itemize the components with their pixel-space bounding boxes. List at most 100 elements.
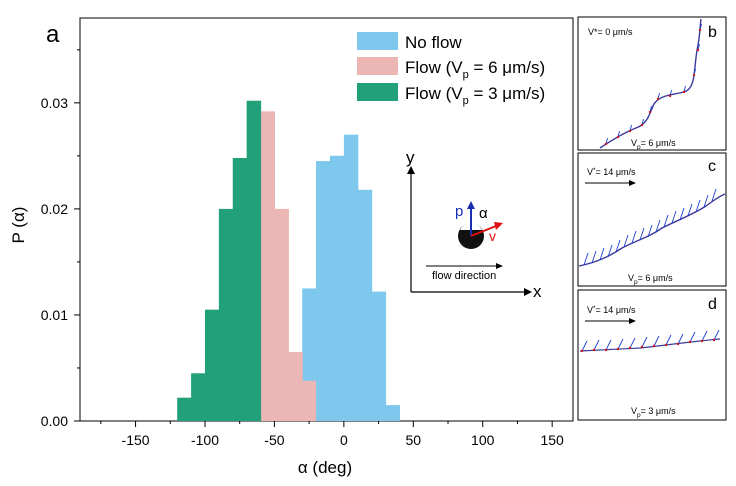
- orientation-mark: [671, 210, 677, 224]
- position-point: [640, 345, 644, 349]
- bar-flow-3: [218, 208, 234, 421]
- panel-d: d V*= 14 μm/s Vp= 3 μm/s: [577, 289, 727, 421]
- panel-c-orientation-marks: [583, 188, 717, 266]
- x-tick-label: 0: [340, 432, 348, 448]
- position-point: [640, 123, 644, 127]
- position-point: [676, 342, 680, 346]
- orientation-mark: [607, 244, 613, 258]
- x-tick-label: 100: [471, 432, 495, 448]
- panel-b-top-text: V*= 0 μm/s: [588, 27, 633, 37]
- y-tick-label: 0.00: [41, 413, 68, 429]
- v-label: v: [489, 228, 496, 244]
- panel-b-trajectory: [599, 18, 702, 149]
- bar-flow-3: [191, 373, 206, 421]
- orientation-mark: [593, 339, 600, 351]
- bar-no-flow: [357, 189, 373, 421]
- bar-flow-6: [260, 111, 276, 421]
- legend-swatch-flow-6: [357, 57, 398, 75]
- bar-no-flow: [329, 155, 345, 422]
- position-point: [688, 340, 692, 344]
- position-point: [700, 339, 704, 343]
- bar-no-flow: [343, 134, 359, 421]
- legend-label-flow-3: Flow (Vp = 3 μm/s): [405, 84, 545, 107]
- panel-d-frame: [577, 289, 727, 421]
- legend-swatch-no-flow: [357, 32, 398, 50]
- bar-flow-3: [204, 309, 220, 421]
- legend: No flow Flow (Vp = 6 μm/s) Flow (Vp = 3 …: [357, 32, 545, 107]
- coordinate-inset: y x flow direction p α v: [406, 148, 542, 301]
- inset-y-label: y: [406, 148, 415, 167]
- panel-b-frame: [577, 16, 727, 151]
- position-point: [648, 110, 652, 114]
- orientation-mark: [711, 188, 717, 202]
- bar-no-flow: [316, 161, 331, 421]
- x-axis-ticks: -150 -100 -50 0 50 100 150: [100, 421, 564, 448]
- inset-y-arrowhead: [407, 166, 415, 174]
- position-point: [628, 346, 632, 350]
- panel-d-top-text: V*= 14 μm/s: [587, 305, 636, 315]
- y-tick-label: 0.03: [41, 95, 68, 111]
- bar-flow-3: [177, 397, 192, 421]
- y-axis-label: P (α): [9, 207, 28, 244]
- bar-flow-3: [232, 157, 248, 421]
- panel-c-flow-arrowhead: [629, 180, 636, 186]
- p-arrowhead: [467, 201, 475, 209]
- y-axis-ticks: 0.00 0.01 0.02 0.03: [41, 49, 80, 429]
- orientation-mark: [583, 252, 589, 266]
- orientation-mark: [647, 224, 653, 238]
- orientation-mark: [689, 331, 696, 343]
- inset-x-label: x: [533, 282, 542, 301]
- panel-c-top-text: V*= 14 μm/s: [587, 167, 636, 177]
- position-point: [664, 343, 668, 347]
- position-point: [656, 97, 660, 101]
- orientation-mark: [605, 339, 612, 351]
- position-point: [692, 73, 696, 77]
- bar-flow-6: [274, 208, 289, 421]
- panel-d-orientation-marks: [580, 329, 720, 353]
- panel-b: b V*= 0 μm/s Vp= 6 μm/s: [577, 16, 727, 151]
- panel-d-flow-arrowhead: [629, 318, 636, 324]
- orientation-mark: [641, 336, 648, 348]
- panel-b-bottom-text: Vp= 6 μm/s: [631, 138, 676, 151]
- orientation-mark: [663, 214, 669, 228]
- panel-d-bottom-text: Vp= 3 μm/s: [631, 406, 676, 419]
- panel-c: c V*= 14 μm/s Vp= 6 μm/s: [577, 152, 727, 287]
- orientation-mark: [639, 227, 645, 241]
- histogram-bars: [177, 100, 401, 422]
- y-tick-label: 0.02: [41, 201, 68, 217]
- position-point: [682, 90, 686, 94]
- panel-d-trajectory: [579, 338, 721, 352]
- flow-direction-arrowhead: [496, 263, 503, 269]
- panel-c-frame: [577, 152, 727, 287]
- position-point: [604, 142, 608, 146]
- orientation-mark: [679, 207, 685, 221]
- bar-flow-6: [288, 352, 303, 421]
- orientation-mark: [623, 234, 629, 248]
- position-point: [668, 94, 672, 98]
- v-arrowhead: [494, 222, 503, 230]
- orientation-mark: [581, 340, 588, 352]
- orientation-mark: [677, 333, 684, 345]
- x-tick-label: -50: [264, 432, 284, 448]
- orientation-mark: [703, 194, 709, 208]
- position-point: [696, 48, 700, 52]
- position-point: [616, 135, 620, 139]
- position-point: [628, 129, 632, 133]
- panel-b-orientation-marks: [604, 23, 702, 146]
- position-point: [592, 348, 596, 352]
- orientation-mark: [701, 330, 708, 342]
- orientation-mark: [655, 219, 661, 233]
- histogram-panel: a -150 -100 -50 0 50 100 150 0.000.010.020.03 …: [9, 17, 574, 477]
- legend-label-flow-6: Flow (Vp = 6 μm/s): [405, 58, 545, 81]
- panel-c-trajectory: [578, 193, 726, 267]
- orientation-mark: [687, 203, 693, 217]
- orientation-mark: [695, 199, 701, 213]
- position-point: [604, 348, 608, 352]
- orientation-mark: [599, 247, 605, 261]
- bar-flow-6: [302, 380, 317, 421]
- panel-b-label: b: [708, 24, 717, 41]
- orientation-mark: [629, 337, 636, 349]
- alpha-label: α: [479, 205, 488, 222]
- flow-direction-label: flow direction: [432, 270, 496, 282]
